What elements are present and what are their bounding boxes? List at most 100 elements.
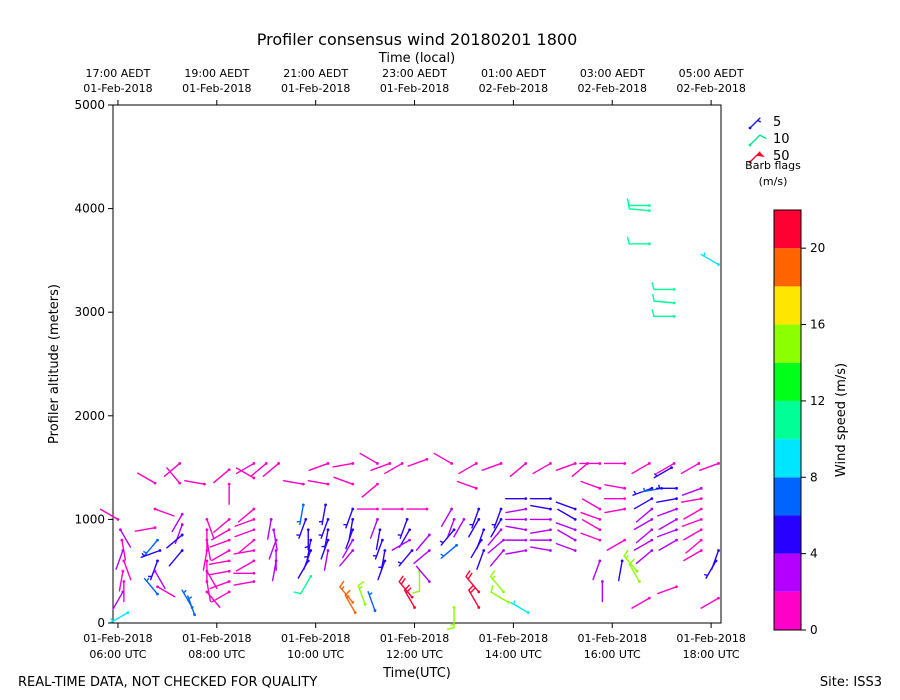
wind-barb bbox=[656, 497, 678, 503]
wind-barb bbox=[509, 462, 528, 478]
wind-barb bbox=[213, 468, 231, 484]
wind-barb bbox=[250, 462, 268, 478]
wind-barb bbox=[651, 282, 676, 291]
wind-barb bbox=[271, 559, 278, 582]
wind-barb bbox=[446, 518, 456, 539]
top-tick-label-date: 01-Feb-2018 bbox=[281, 82, 350, 95]
wind-barb bbox=[685, 538, 703, 554]
wind-barb bbox=[119, 528, 132, 548]
top-tick-label-date: 02-Feb-2018 bbox=[578, 82, 647, 95]
top-tick-label-time: 19:00 AEDT bbox=[184, 67, 249, 80]
wind-barb bbox=[233, 571, 256, 575]
wind-barb bbox=[205, 590, 221, 608]
wind-barb bbox=[653, 466, 673, 479]
wind-barb bbox=[339, 549, 355, 567]
wind-barb bbox=[361, 482, 379, 498]
wind-barb bbox=[268, 538, 278, 560]
top-tick-label-date: 01-Feb-2018 bbox=[182, 82, 251, 95]
wind-barb bbox=[397, 518, 409, 539]
wind-barb bbox=[372, 538, 384, 560]
top-tick-label-time: 05:00 AEDT bbox=[679, 67, 744, 80]
wind-barb bbox=[187, 595, 196, 617]
wind-barb bbox=[333, 476, 355, 486]
wind-barb bbox=[345, 528, 355, 550]
colorbar-bin bbox=[774, 286, 801, 325]
barb-legend-label: 50 bbox=[773, 149, 790, 164]
wind-barb bbox=[555, 501, 577, 511]
wind-barb bbox=[344, 589, 357, 615]
barb-legend-label: 5 bbox=[773, 115, 781, 130]
colorbar-bin bbox=[774, 515, 801, 554]
y-tick-label: 1000 bbox=[74, 512, 105, 526]
wind-barb bbox=[357, 580, 367, 606]
wind-barb bbox=[99, 508, 120, 521]
wind-barb bbox=[391, 538, 411, 551]
wind-barb bbox=[529, 518, 552, 521]
wind-barb bbox=[143, 538, 159, 557]
wind-barb bbox=[227, 482, 231, 505]
wind-barb bbox=[606, 538, 627, 551]
wind-barb bbox=[403, 584, 416, 609]
wind-barb bbox=[406, 507, 429, 511]
wind-barb bbox=[323, 549, 330, 571]
wind-barb bbox=[118, 569, 125, 592]
wind-barb bbox=[491, 507, 503, 529]
wind-barb bbox=[384, 462, 404, 475]
y-tick-label: 5000 bbox=[74, 98, 105, 112]
x-tick-label-date: 01-Feb-2018 bbox=[380, 632, 449, 645]
colorbar-bin bbox=[774, 553, 801, 592]
y-tick-label: 2000 bbox=[74, 409, 105, 423]
wind-barb bbox=[439, 528, 456, 546]
wind-barb bbox=[233, 549, 256, 555]
y-tick-label: 3000 bbox=[74, 305, 105, 319]
x-tick-label-date: 01-Feb-2018 bbox=[281, 632, 350, 645]
wind-barb bbox=[469, 507, 481, 529]
wind-barb bbox=[209, 580, 231, 590]
wind-barb bbox=[489, 570, 505, 594]
wind-barb bbox=[633, 538, 654, 551]
colorbar-bin bbox=[774, 248, 801, 287]
wind-barb bbox=[205, 518, 215, 539]
barb-legend-symbol bbox=[748, 117, 762, 130]
wind-barb bbox=[367, 591, 377, 612]
wind-barb bbox=[208, 559, 231, 566]
wind-barb bbox=[710, 549, 720, 570]
barb-legend-item: 50 bbox=[748, 149, 790, 164]
barb-flag-legend: 5 10 50 bbox=[748, 115, 790, 164]
top-tick-label-date: 02-Feb-2018 bbox=[479, 82, 548, 95]
barb-legend-title-line1: Barb flags bbox=[745, 159, 801, 172]
wind-barb bbox=[490, 518, 503, 538]
x-tick-label-date: 01-Feb-2018 bbox=[83, 632, 152, 645]
wind-barb bbox=[370, 462, 392, 471]
wind-barb bbox=[580, 511, 602, 521]
top-tick-label-time: 03:00 AEDT bbox=[580, 67, 645, 80]
colorbar-tick-label: 12 bbox=[810, 394, 825, 408]
wind-barb bbox=[465, 570, 481, 594]
wind-barb bbox=[683, 507, 703, 520]
wind-barb bbox=[658, 518, 678, 531]
wind-barb bbox=[579, 462, 602, 465]
wind-barb bbox=[683, 549, 703, 562]
wind-barb bbox=[700, 252, 720, 266]
wind-barb bbox=[415, 565, 431, 583]
wind-barb bbox=[140, 549, 162, 559]
top-tick-label-time: 23:00 AEDT bbox=[382, 67, 447, 80]
wind-barb bbox=[237, 507, 256, 523]
barb-legend-title-line2: (m/s) bbox=[759, 175, 788, 188]
colorbar-bin bbox=[774, 439, 801, 478]
wind-barb bbox=[530, 546, 552, 552]
wind-barb bbox=[293, 574, 313, 595]
wind-barb bbox=[680, 462, 701, 475]
wind-barb bbox=[505, 549, 528, 555]
wind-barb bbox=[530, 528, 552, 534]
x-tick-label-time: 18:00 UTC bbox=[683, 648, 740, 661]
wind-barb bbox=[307, 480, 330, 486]
x-tick-label-time: 06:00 UTC bbox=[89, 648, 146, 661]
plot-area bbox=[112, 104, 722, 624]
wind-barb bbox=[700, 596, 720, 609]
wind-barb bbox=[143, 577, 159, 596]
wind-barb bbox=[156, 585, 176, 598]
wind-barb bbox=[171, 512, 184, 533]
colorbar-tick-label: 8 bbox=[810, 470, 818, 484]
